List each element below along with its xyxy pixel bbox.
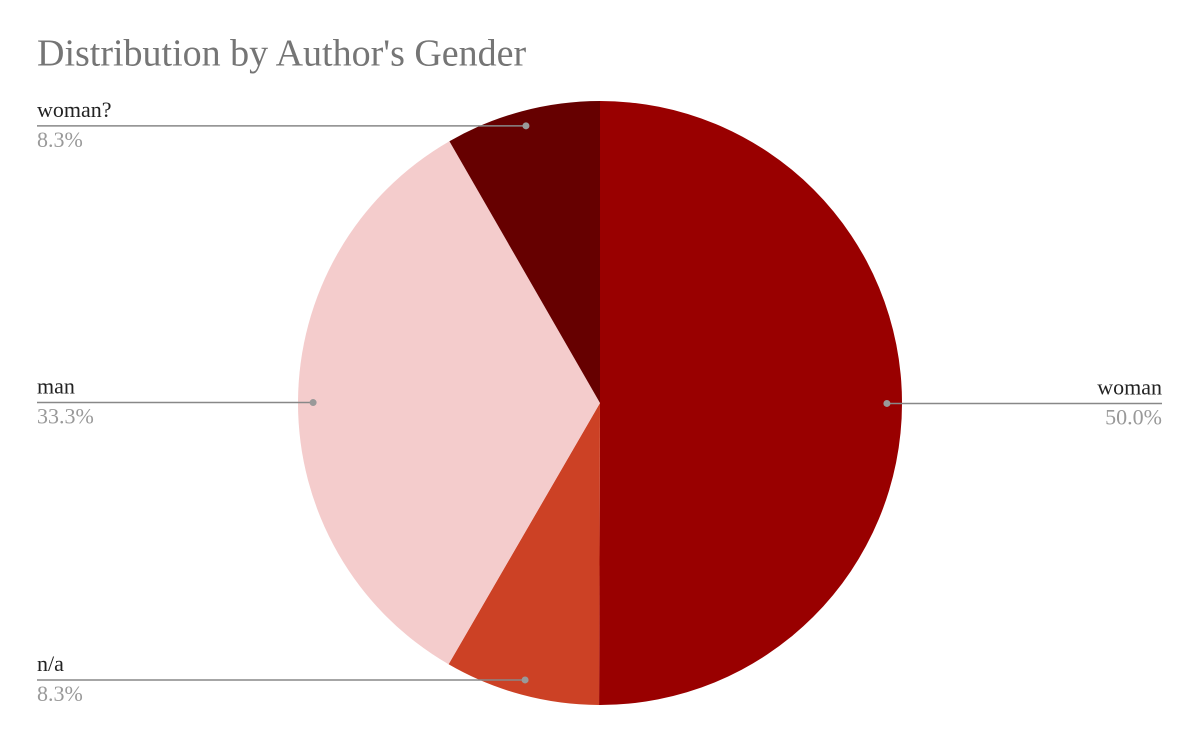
- slice-value-label: 8.3%: [37, 681, 83, 706]
- leader-dot: [309, 399, 317, 407]
- slice-label: man: [37, 374, 75, 399]
- pie-slice: [599, 101, 903, 706]
- slice-value-label: 50.0%: [1105, 404, 1162, 429]
- leader-dot: [521, 676, 529, 684]
- pie-slice: [448, 403, 600, 705]
- slice-value-label: 33.3%: [37, 404, 94, 429]
- leader-dot: [883, 399, 891, 407]
- chart-title: Distribution by Author's Gender: [37, 33, 527, 75]
- slice-label: n/a: [37, 651, 64, 676]
- pie-slice: [298, 141, 600, 665]
- pie-slice: [449, 101, 600, 403]
- slice-value-label: 8.3%: [37, 127, 83, 152]
- leader-dot: [522, 122, 530, 130]
- slice-label: woman?: [37, 97, 112, 122]
- slice-label: woman: [1097, 374, 1162, 399]
